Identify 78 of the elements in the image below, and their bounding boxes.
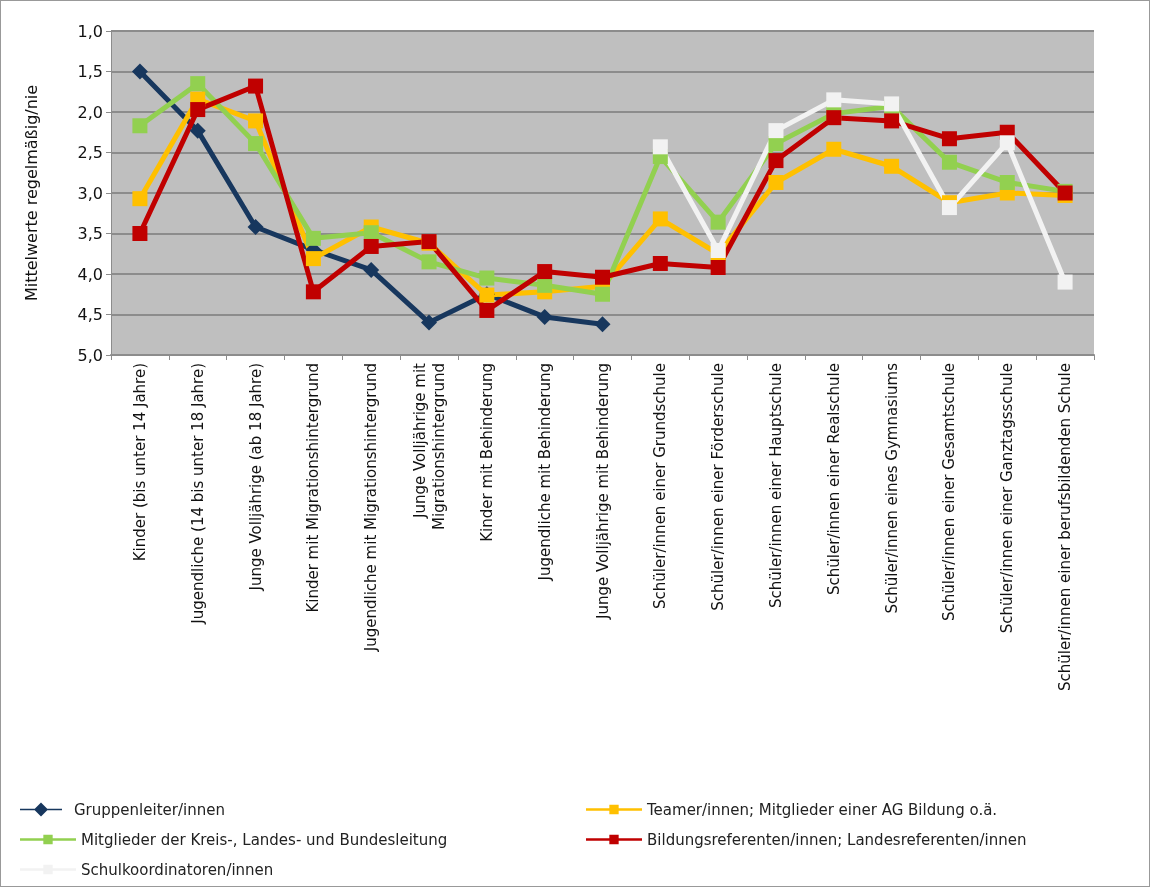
point (768, 153, 784, 169)
point (826, 110, 842, 126)
point (768, 174, 784, 190)
point (132, 191, 148, 207)
x-tick-label: Schüler/innen einer Realschule (824, 363, 843, 595)
point (305, 251, 321, 267)
legend-label: Teamer/innen; Mitglieder einer AG Bildung o.ä. (646, 800, 998, 819)
point (421, 314, 438, 331)
y-tick-label: 2,0 (77, 102, 103, 122)
legend-label: Gruppenleiter/innen (74, 800, 225, 819)
point (363, 261, 380, 278)
point (421, 254, 437, 270)
legend-label: Bildungsreferenten/innen; Landesreferenten/innen (647, 830, 1027, 849)
x-tick-label: Schüler/innen einer Grundschule (651, 363, 670, 609)
point (132, 226, 148, 241)
x-tick-label: Jugendliche mit Behinderung (535, 363, 554, 582)
point (131, 63, 148, 80)
point (1057, 274, 1073, 290)
x-tick-label: Jugendliche (14 bis unter 18 Jahre) (188, 363, 207, 625)
point (189, 122, 206, 139)
point (479, 270, 495, 286)
point (652, 211, 668, 227)
point (710, 260, 726, 276)
x-tick-label: Junge Volljährige (ab 18 Jahre) (246, 363, 265, 592)
x-tick-label: Kinder (bis unter 14 Jahre) (130, 363, 149, 562)
y-tick-label: 4,5 (77, 305, 103, 324)
point (999, 135, 1015, 151)
legend-label: Schulkoordinatoren/innen (81, 860, 274, 879)
y-tick-label: 2,5 (77, 143, 103, 162)
x-tick-label: Junge Volljährige mit Behinderung (593, 363, 612, 620)
point (941, 131, 957, 147)
point (305, 230, 321, 246)
x-tick-label: Junge Volljährige mit Migrationshintergrund (410, 362, 448, 530)
y-tick-label: 5,0 (77, 345, 103, 365)
point (363, 225, 379, 241)
y-tick-label: 1,0 (77, 21, 103, 41)
point (884, 113, 900, 129)
point (999, 174, 1015, 190)
point (247, 219, 264, 236)
point (190, 102, 206, 118)
x-tick-label: Kinder mit Behinderung (477, 363, 496, 542)
point (363, 238, 379, 254)
x-tick-label: Schüler/innen einer Hauptschule (766, 363, 785, 609)
x-tick-label: Schüler/innen einer Förderschule (709, 363, 728, 611)
point (248, 113, 264, 129)
point (652, 255, 668, 271)
x-tick-label: Schüler/innen eines Gymnasiums (882, 362, 901, 614)
y-axis-title: Mittelwerte regelmäßig/nie (21, 84, 41, 302)
point (884, 158, 900, 174)
point (826, 92, 842, 108)
point (536, 308, 553, 325)
point (132, 118, 148, 134)
x-tick-label: Jugendliche mit Migrationshintergrund (362, 363, 381, 653)
x-tick-label: Kinder mit Migrationshintergrund (304, 363, 323, 613)
point (305, 284, 321, 300)
point (941, 200, 957, 216)
point (537, 277, 553, 293)
x-tick-label: Schüler/innen einer Gesamtschule (940, 363, 959, 621)
point (537, 264, 553, 280)
point (595, 269, 610, 285)
point (595, 286, 610, 302)
legend-label: Mitglieder der Kreis-, Landes- und Bundesleitung (81, 830, 448, 849)
x-tick-label: Schüler/innen einer berufsbildenden Schule (1056, 363, 1075, 691)
point (652, 139, 668, 155)
point (710, 214, 726, 230)
point (826, 141, 842, 157)
y-tick-label: 4,0 (77, 264, 103, 284)
x-tick-label: Schüler/innen einer Ganztagsschule (998, 363, 1017, 634)
point (248, 136, 264, 152)
point (248, 78, 264, 94)
y-tick-label: 3,0 (77, 183, 103, 203)
point (941, 154, 957, 170)
y-tick-label: 3,5 (77, 224, 103, 243)
point (190, 76, 206, 92)
point (768, 123, 784, 139)
y-tick-label: 1,5 (77, 62, 103, 81)
point (479, 302, 495, 318)
point (594, 316, 611, 333)
